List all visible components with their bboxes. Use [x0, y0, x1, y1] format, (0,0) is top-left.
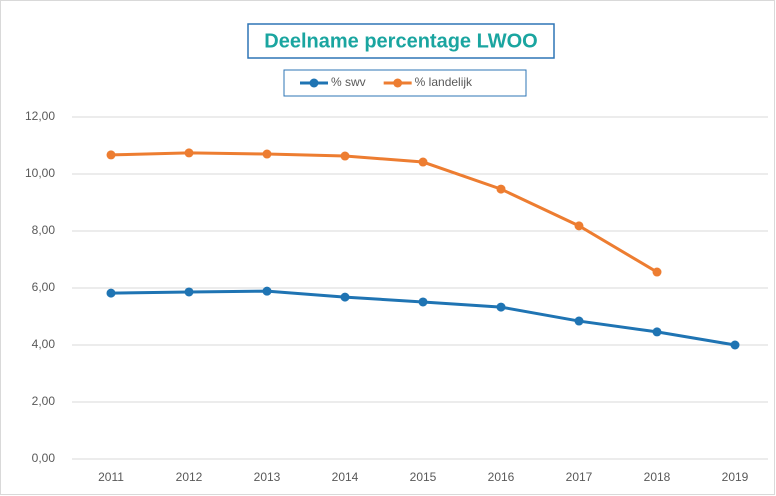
x-tick-label: 2019 — [722, 470, 749, 484]
legend-marker — [309, 78, 319, 88]
data-point — [574, 221, 584, 231]
data-point — [184, 287, 194, 297]
x-tick-label: 2014 — [332, 470, 359, 484]
data-point — [184, 148, 194, 158]
data-point — [652, 267, 662, 277]
chart-title: Deelname percentage LWOO — [264, 30, 537, 52]
data-point — [340, 292, 350, 302]
x-tick-label: 2018 — [644, 470, 671, 484]
y-tick-label: 10,00 — [25, 166, 55, 180]
y-tick-label: 6,00 — [32, 280, 56, 294]
x-tick-label: 2013 — [254, 470, 281, 484]
data-point — [106, 288, 116, 298]
data-point — [262, 286, 272, 296]
data-point — [418, 157, 428, 167]
x-tick-label: 2016 — [488, 470, 515, 484]
legend-box — [283, 69, 527, 97]
x-tick-label: 2015 — [410, 470, 437, 484]
x-tick-label: 2011 — [98, 470, 124, 484]
y-tick-label: 12,00 — [25, 109, 55, 123]
x-tick-label: 2012 — [176, 470, 203, 484]
y-tick-label: 2,00 — [32, 394, 56, 408]
data-point — [418, 297, 428, 307]
legend-label: % swv — [331, 75, 366, 89]
legend-marker — [393, 78, 403, 88]
legend-label: % landelijk — [415, 75, 473, 89]
data-point — [340, 151, 350, 161]
data-point — [496, 302, 506, 312]
title-box — [247, 23, 555, 59]
y-tick-label: 4,00 — [32, 337, 56, 351]
data-point — [262, 149, 272, 159]
data-point — [106, 150, 116, 160]
data-point — [730, 340, 740, 350]
data-point — [574, 316, 584, 326]
x-tick-label: 2017 — [566, 470, 593, 484]
series-line — [110, 151, 658, 274]
data-point — [496, 184, 506, 194]
y-tick-label: 0,00 — [32, 451, 56, 465]
data-point — [652, 327, 662, 337]
y-tick-label: 8,00 — [32, 223, 56, 237]
